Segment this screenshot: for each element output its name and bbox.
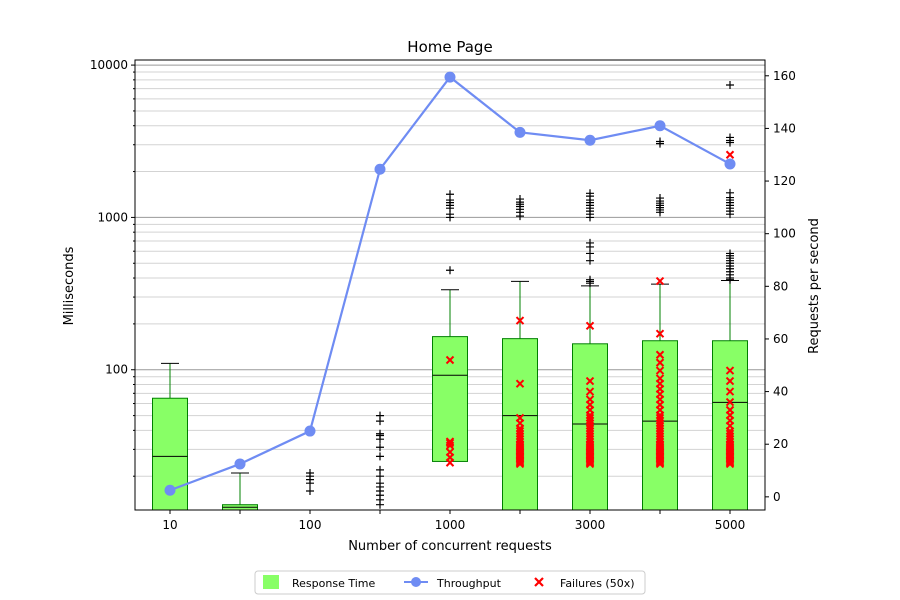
throughput-point xyxy=(374,163,386,175)
failure-point xyxy=(515,426,525,436)
box-plots xyxy=(152,280,748,510)
failure-point xyxy=(725,405,735,415)
outlier-point xyxy=(376,452,384,461)
failure-point xyxy=(585,321,595,330)
failure-point xyxy=(585,413,595,423)
failure-point xyxy=(725,397,735,407)
x-tick-label: 10 xyxy=(162,518,177,532)
throughput-point xyxy=(304,425,316,437)
throughput-point xyxy=(724,158,736,170)
y-tick-label-left: 100 xyxy=(105,363,128,377)
throughput-series xyxy=(164,71,736,496)
y-tick-label-right: 20 xyxy=(773,437,788,451)
y-tick-label-right: 100 xyxy=(773,227,796,241)
box-5 xyxy=(502,280,538,510)
throughput-point xyxy=(654,120,666,132)
legend-box-swatch xyxy=(263,575,279,589)
legend-label-failures: Failures (50x) xyxy=(560,577,635,590)
failure-point xyxy=(585,387,595,396)
y-tick-label-right: 120 xyxy=(773,174,796,188)
failure-point xyxy=(515,413,525,423)
outlier-point xyxy=(726,188,734,197)
failure-point xyxy=(655,329,665,338)
failure-point xyxy=(445,355,455,365)
x-tick-label: 1000 xyxy=(435,518,466,532)
y-tick-label-right: 140 xyxy=(773,121,796,135)
outlier-point xyxy=(726,249,734,258)
failure-point xyxy=(725,387,735,396)
outlier-point xyxy=(586,256,594,265)
y-tick-label-right: 80 xyxy=(773,279,788,293)
failure-point xyxy=(725,429,735,438)
x-tick-label: 3000 xyxy=(575,518,606,532)
legend-line-marker xyxy=(411,577,421,587)
y-tick-label-left: 1000 xyxy=(97,210,128,224)
outlier-point xyxy=(376,479,384,488)
outliers xyxy=(306,81,734,509)
failure-point xyxy=(725,376,735,386)
outlier-point xyxy=(376,465,384,474)
throughput-point xyxy=(584,134,596,146)
y-axis-label-left: Milliseconds xyxy=(62,246,77,325)
outlier-point xyxy=(446,190,454,199)
axes: 10 100 1000 3000 5000 100 1000 10000 0 20 40 60 80 10… xyxy=(90,58,796,532)
failure-point xyxy=(655,350,665,359)
failure-point xyxy=(655,276,665,286)
y-tick-label-right: 160 xyxy=(773,69,796,83)
failure-point xyxy=(655,413,665,423)
outlier-point xyxy=(586,189,594,198)
box-7 xyxy=(642,283,678,510)
outlier-point xyxy=(586,275,594,284)
failure-point xyxy=(515,379,525,388)
y-tick-label-right: 0 xyxy=(773,490,781,504)
legend-cross-swatch xyxy=(534,577,544,587)
failure-point xyxy=(655,366,665,375)
failure-point xyxy=(655,374,665,383)
failure-point xyxy=(655,358,665,367)
box-4 xyxy=(432,289,468,462)
legend-label-response-time: Response Time xyxy=(292,577,375,590)
failure-point xyxy=(445,437,455,446)
failure-point xyxy=(585,376,595,386)
throughput-point xyxy=(444,71,456,83)
outlier-point xyxy=(446,266,454,275)
failure-point xyxy=(515,316,525,325)
outlier-point xyxy=(306,468,314,477)
legend-frame xyxy=(254,570,646,595)
failures xyxy=(445,150,735,469)
outlier-point xyxy=(376,429,384,438)
outlier-point xyxy=(376,443,384,452)
outlier-point xyxy=(656,194,664,203)
failure-point xyxy=(445,447,455,457)
box-8 xyxy=(712,280,748,510)
failure-point xyxy=(725,150,735,159)
x-axis-label: Number of concurrent requests xyxy=(348,539,552,554)
box-body xyxy=(712,340,748,510)
y-tick-label-right: 60 xyxy=(773,332,788,346)
legend: Response Time Throughput Failures (50x) xyxy=(254,570,646,595)
legend-label-throughput: Throughput xyxy=(436,577,502,590)
throughput-point xyxy=(164,484,176,496)
throughput-point xyxy=(514,126,526,138)
y-tick-label-right: 40 xyxy=(773,385,788,399)
outlier-point xyxy=(376,411,384,420)
failure-point xyxy=(585,395,595,404)
box-6 xyxy=(572,285,608,510)
outlier-point xyxy=(726,81,734,90)
throughput-point xyxy=(234,458,246,470)
outlier-point xyxy=(586,238,594,247)
outlier-point xyxy=(516,195,524,204)
failure-point xyxy=(725,366,735,375)
chart-title: Home Page xyxy=(407,38,492,56)
y-axis-label-right: Requests per second xyxy=(807,218,822,354)
outlier-point xyxy=(656,137,664,146)
y-tick-label-left: 10000 xyxy=(90,58,128,72)
x-tick-label: 5000 xyxy=(715,518,746,532)
box-1 xyxy=(222,472,258,510)
x-tick-label: 100 xyxy=(299,518,322,532)
outlier-point xyxy=(726,133,734,142)
outlier-point xyxy=(306,486,314,495)
